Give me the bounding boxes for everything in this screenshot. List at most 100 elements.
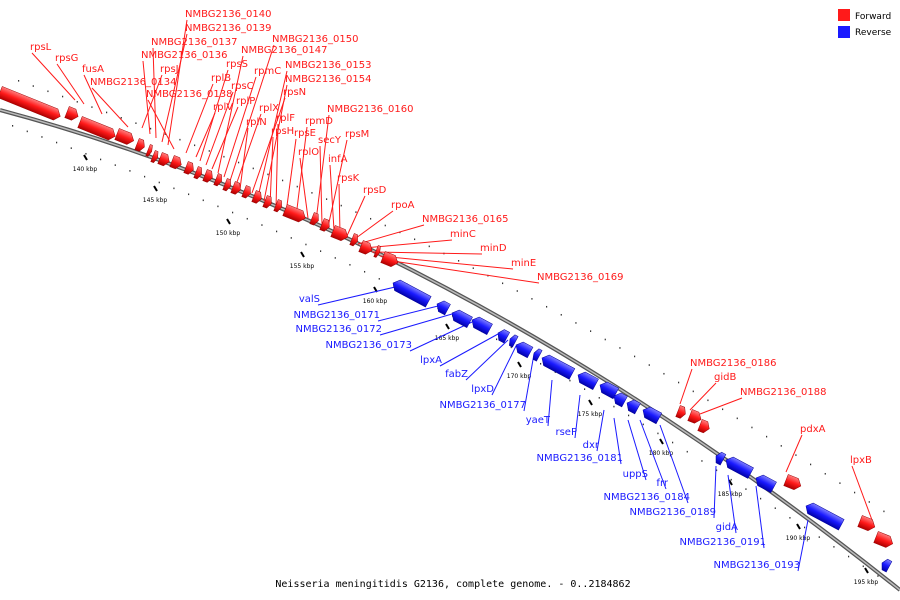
- reverse-gene-arrow: [533, 348, 543, 362]
- gene-label-rpsc[interactable]: rpsC: [231, 81, 254, 92]
- ruler-dot: [41, 136, 43, 138]
- gene-label-rplv[interactable]: rplV: [213, 102, 233, 113]
- gene-label-nmbg2136-0138[interactable]: NMBG2136_0138: [146, 89, 232, 100]
- gene-label-rsep[interactable]: rseP: [555, 427, 577, 438]
- gene-label-gida[interactable]: gidA: [716, 522, 738, 533]
- gene-label-nmbg2136-0189[interactable]: NMBG2136_0189: [630, 507, 716, 518]
- gene-label-nmbg2136-0186[interactable]: NMBG2136_0186: [690, 358, 776, 369]
- gene-label-nmbg2136-0191[interactable]: NMBG2136_0191: [680, 537, 766, 548]
- gene-label-nmbg2136-0169[interactable]: NMBG2136_0169: [537, 272, 623, 283]
- ruler: 140 kbp 145 kbp 150 kbp 155 kbp 160 kbp 165 k…: [12, 80, 885, 586]
- gene-label-rpln[interactable]: rplN: [246, 117, 267, 128]
- gene-label-nmbg2136-0153[interactable]: NMBG2136_0153: [285, 60, 371, 71]
- gene-label-rplb[interactable]: rplB: [211, 73, 231, 84]
- gene-label-lpxb[interactable]: lpxB: [850, 455, 872, 466]
- ruler-dot: [628, 414, 630, 417]
- gene-label-rplp[interactable]: rplP: [236, 96, 255, 107]
- gene-label-nmbg2136-0165[interactable]: NMBG2136_0165: [422, 214, 508, 225]
- gene-label-nmbg2136-0173[interactable]: NMBG2136_0173: [326, 340, 412, 351]
- forward-leader-line: [269, 136, 274, 206]
- forward-leader-line: [195, 112, 216, 158]
- gene-label-nmbg2136-0184[interactable]: NMBG2136_0184: [604, 492, 690, 503]
- gene-label-nmbg2136-0160[interactable]: NMBG2136_0160: [327, 104, 413, 115]
- forward-leader-line: [263, 84, 288, 202]
- gene-label-nmbg2136-0150[interactable]: NMBG2136_0150: [272, 34, 358, 45]
- gene-label-rplo[interactable]: rplO: [298, 147, 319, 158]
- forward-leader-line: [357, 224, 425, 245]
- gene-label-rpsn[interactable]: rpsN: [283, 87, 306, 98]
- reverse-leader-line: [639, 419, 667, 490]
- gene-label-rplf[interactable]: rplF: [276, 113, 295, 124]
- gene-label-lpxd[interactable]: lpxD: [471, 384, 494, 395]
- gene-label-nmbg2136-0137[interactable]: NMBG2136_0137: [151, 37, 237, 48]
- reverse-gene-arrow: [515, 341, 534, 359]
- gene-label-pdxa[interactable]: pdxA: [800, 424, 826, 435]
- forward-leader-line: [152, 47, 157, 139]
- gene-label-lpxa[interactable]: lpxA: [420, 355, 442, 366]
- forward-leader-line: [299, 157, 309, 219]
- ruler-dot: [789, 516, 791, 519]
- gene-label-upps[interactable]: uppS: [623, 469, 648, 480]
- gene-label-nmbg2136-0134[interactable]: NMBG2136_0134: [90, 77, 176, 88]
- forward-leader-line: [147, 99, 175, 150]
- gene-label-rpss[interactable]: rpsS: [226, 59, 248, 70]
- gene-label-rpsl[interactable]: rpsL: [30, 42, 52, 53]
- gene-label-vals[interactable]: valS: [299, 294, 320, 305]
- forward-gene-arrow: [202, 169, 213, 183]
- gene-label-mine[interactable]: minE: [511, 258, 536, 269]
- gene-label-nmbg2136-0181[interactable]: NMBG2136_0181: [537, 453, 623, 464]
- forward-leader-line: [199, 69, 229, 162]
- gene-label-nmbg2136-0171[interactable]: NMBG2136_0171: [294, 310, 380, 321]
- ruler-dot: [619, 347, 621, 349]
- gene-label-yaet[interactable]: yaeT: [526, 415, 551, 426]
- forward-leader-line: [285, 138, 297, 214]
- gene-label-rpsj[interactable]: rpsJ: [160, 64, 179, 75]
- forward-leader-line: [91, 87, 129, 128]
- gene-label-nmbg2136-0177[interactable]: NMBG2136_0177: [440, 400, 526, 411]
- ruler-dot: [760, 497, 762, 500]
- gene-label-frr[interactable]: frr: [656, 478, 668, 489]
- gene-label-fabz[interactable]: fabZ: [445, 369, 468, 380]
- forward-leader-line: [161, 33, 188, 143]
- gene-label-rplx[interactable]: rplX: [259, 103, 279, 114]
- ruler-dot: [320, 250, 322, 252]
- gene-label-nmbg2136-0193[interactable]: NMBG2136_0193: [714, 560, 800, 571]
- gene-label-nmbg2136-0147[interactable]: NMBG2136_0147: [241, 45, 327, 56]
- ruler-dot: [217, 205, 219, 208]
- gene-label-rpse[interactable]: rpsE: [294, 128, 316, 139]
- gene-label-rpmc[interactable]: rpmC: [254, 66, 281, 77]
- gene-label-gidb[interactable]: gidB: [714, 372, 736, 383]
- gene-label-mind[interactable]: minD: [480, 243, 507, 254]
- forward-gene-arrow: [697, 419, 710, 434]
- gene-label-nmbg2136-0188[interactable]: NMBG2136_0188: [740, 387, 826, 398]
- forward-leader-line: [56, 63, 85, 105]
- gene-label-infa[interactable]: infA: [328, 154, 348, 165]
- gene-label-nmbg2136-0172[interactable]: NMBG2136_0172: [296, 324, 382, 335]
- gene-label-nmbg2136-0136[interactable]: NMBG2136_0136: [141, 50, 227, 61]
- gene-label-dxr[interactable]: dxr: [583, 440, 600, 451]
- gene-label-nmbg2136-0139[interactable]: NMBG2136_0139: [185, 23, 271, 34]
- gene-label-minc[interactable]: minC: [450, 229, 476, 240]
- ruler-tick: [445, 323, 450, 330]
- gene-label-rpsm[interactable]: rpsM: [345, 129, 369, 140]
- gene-label-rpsk[interactable]: rpsK: [337, 173, 360, 184]
- gene-label-rpoa[interactable]: rpoA: [391, 200, 415, 211]
- gene-label-nmbg2136-0154[interactable]: NMBG2136_0154: [285, 74, 371, 85]
- gene-label-rpsg[interactable]: rpsG: [55, 53, 78, 64]
- forward-leader-line: [699, 397, 743, 415]
- gene-label-rpsh[interactable]: rpsH: [271, 126, 294, 137]
- gene-label-secy[interactable]: secY: [318, 135, 342, 146]
- forward-gene-arrow: [134, 138, 145, 152]
- ruler-tick: [864, 567, 869, 574]
- forward-gene-arrow: [230, 181, 241, 195]
- ruler-dot: [246, 217, 248, 220]
- gene-label-rpsd[interactable]: rpsD: [363, 185, 387, 196]
- gene-label-fusa[interactable]: fusA: [82, 64, 104, 75]
- reverse-leader-line: [797, 519, 809, 572]
- forward-gene-arrow: [241, 185, 251, 199]
- gene-label-rpmd[interactable]: rpmD: [305, 116, 333, 127]
- gene-label-nmbg2136-0140[interactable]: NMBG2136_0140: [185, 9, 271, 20]
- forward-leader-line: [319, 145, 323, 225]
- reverse-leader-line: [755, 485, 765, 549]
- ruler-dot: [540, 362, 542, 365]
